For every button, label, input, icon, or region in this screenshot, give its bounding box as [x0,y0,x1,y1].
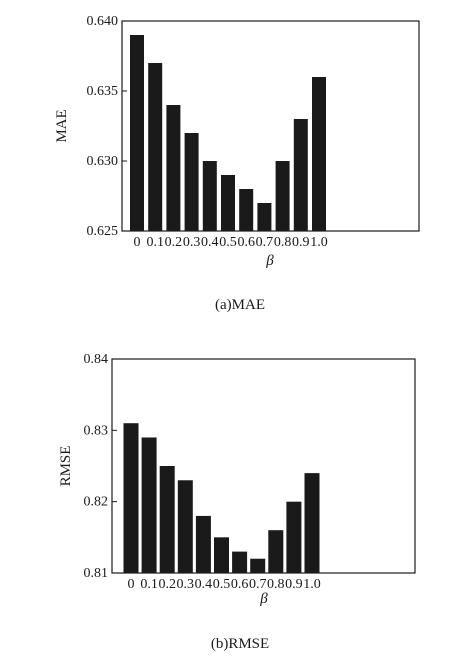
y-tick-label: 0.84 [84,352,109,367]
x-tick-label: 0 [128,577,135,592]
x-tick-label: 0.9 [292,235,310,250]
bar [312,77,326,231]
bar [214,537,229,573]
y-axis-label: MAE [54,109,70,142]
x-tick-label: 1.0 [310,235,328,250]
chart-caption: (a)MAE [215,297,265,313]
x-tick-label: 0.1 [146,235,164,250]
y-tick-label: 0.630 [87,154,119,169]
bar [159,466,175,573]
bar [275,161,290,231]
y-tick-label: 0.82 [84,495,109,510]
y-tick-label: 0.83 [84,423,109,438]
bar [141,437,157,573]
bar [304,473,320,573]
bar [123,423,139,573]
x-axis-label: β [259,591,268,607]
y-tick-label: 0.640 [87,14,119,29]
x-tick-label: 0.7 [256,235,274,250]
bar [232,551,248,573]
x-tick-label: 0.2 [165,235,183,250]
y-ticks: 0.625 0.630 0.635 0.640 [87,14,127,239]
x-tick-label: 0 [134,235,141,250]
x-tick-label: 0.3 [183,235,201,250]
x-tick-label: 0.8 [274,235,292,250]
x-tick-label: 0.4 [195,577,213,592]
bar [239,189,254,231]
bar [268,530,284,573]
bar [202,161,217,231]
bar [195,515,211,573]
bar [130,35,144,231]
x-tick-label: 0.2 [158,577,176,592]
x-tick-label: 0.7 [249,577,267,592]
x-tick-label: 0.9 [285,577,303,592]
plot-frame [111,358,416,574]
bars [123,423,320,573]
x-ticks: 0 0.1 0.2 0.3 0.4 0.5 0.6 0.7 0.8 0.9 1.0 [134,235,328,250]
bar [293,119,308,231]
rmse-chart: 0.810.820.830.84 0 0.1 0.2 0.3 0.4 0.5 0.6 0.7 0… [58,352,416,652]
bar [257,203,272,231]
y-tick-label: 0.625 [87,224,119,239]
x-tick-label: 0.3 [177,577,195,592]
y-ticks: 0.81 0.82 0.83 0.84 [84,352,117,581]
bars [130,35,326,231]
bar [221,175,235,231]
y-tick-label: 0.81 [84,566,109,581]
x-tick-label: 0.6 [231,577,249,592]
y-axis-label: RMSE [58,446,74,487]
x-tick-label: 0.4 [201,235,219,250]
bar [286,501,302,573]
y-tick-label: 0.635 [87,84,119,99]
x-axis-label: β [265,253,274,269]
bar [148,63,163,231]
bar [184,133,199,231]
x-ticks: 0 0.1 0.2 0.3 0.4 0.5 0.6 0.7 0.8 0.9 1.0 [128,577,321,592]
x-tick-label: 0.5 [213,577,231,592]
x-tick-label: 0.5 [219,235,237,250]
bar [250,558,266,573]
bar [177,480,193,573]
x-tick-label: 0.1 [140,577,158,592]
x-tick-label: 0.8 [267,577,285,592]
x-tick-label: 1.0 [303,577,321,592]
x-tick-label: 0.6 [237,235,255,250]
chart-caption: (b)RMSE [211,636,269,652]
bar [166,105,181,231]
